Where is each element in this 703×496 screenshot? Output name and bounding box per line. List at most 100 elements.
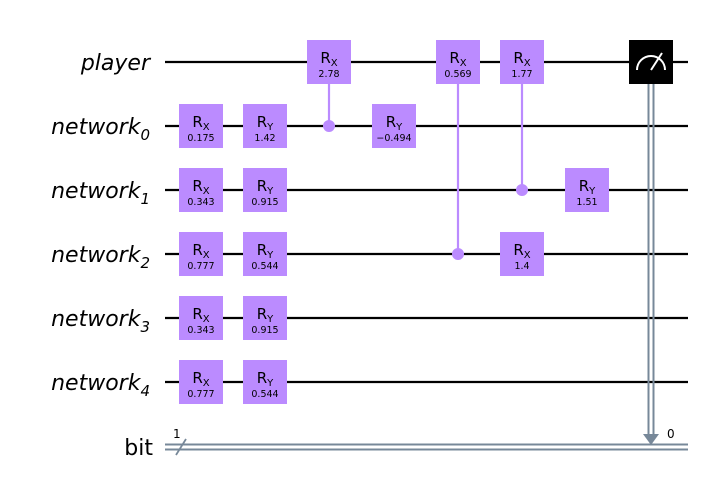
gate-label-subscript: X (203, 250, 210, 261)
gate-label-subscript: Y (266, 250, 274, 261)
gate-label-subscript: Y (266, 122, 274, 133)
qubit-label-subscript: 4 (140, 382, 150, 400)
gate-label-name: R (449, 49, 459, 67)
gate-parameter: 1.51 (576, 197, 597, 208)
gate-label: RX (192, 113, 209, 133)
gate-parameter: 2.78 (318, 69, 339, 80)
register-labels: playernetwork0network1network2network3ne… (51, 51, 181, 461)
gate-label-name: R (320, 49, 330, 67)
gate-parameter: 0.343 (187, 325, 214, 336)
gate-parameter: 1.42 (254, 133, 275, 144)
gates-layer: RX0.175RY1.42RX0.343RY0.915RX0.777RY0.54… (179, 40, 609, 404)
gate-ry: RY0.915 (243, 168, 287, 212)
gate-label-name: R (579, 177, 589, 195)
meter-arc-icon (636, 55, 666, 71)
gate-parameter: 0.175 (187, 133, 214, 144)
gate-label: RY (257, 305, 274, 325)
gate-box (243, 296, 287, 340)
gate-label-subscript: X (460, 58, 467, 69)
qubit-label-name: network (51, 371, 142, 396)
gate-rx: RX0.777 (179, 360, 223, 404)
gate-label-name: R (192, 369, 202, 387)
gate-label-subscript: X (203, 314, 210, 325)
qubit-label: player (80, 51, 152, 76)
gate-label-name: R (257, 369, 267, 387)
gate-box (243, 360, 287, 404)
classical-bundle-slash (175, 438, 187, 456)
gate-box (179, 232, 223, 276)
gate-label-subscript: Y (266, 186, 274, 197)
gate-label-subscript: X (524, 58, 531, 69)
gate-crx: RX0.569 (436, 40, 480, 84)
gate-label: RY (257, 369, 274, 389)
gate-label-name: R (513, 241, 523, 259)
gate-ry: RY1.42 (243, 104, 287, 148)
gate-label-subscript: Y (395, 122, 403, 133)
gate-label: RY (257, 177, 274, 197)
gate-box (500, 232, 544, 276)
gate-ry: RY1.51 (565, 168, 609, 212)
gate-ry: RY0.915 (243, 296, 287, 340)
gate-box (179, 168, 223, 212)
gate-box (243, 104, 287, 148)
gate-parameter: 1.77 (511, 69, 532, 80)
gate-rx: RX0.777 (179, 232, 223, 276)
gate-rx: RX1.4 (500, 232, 544, 276)
classical-bundle-width: 1 (173, 427, 181, 441)
gate-label-subscript: Y (588, 186, 596, 197)
gate-box (372, 104, 416, 148)
qubit-label: network1 (51, 179, 150, 208)
qubit-label-subscript: 1 (140, 190, 150, 208)
measure-gate (629, 40, 673, 84)
gate-label: RX (449, 49, 466, 69)
gate-label-name: R (257, 305, 267, 323)
gate-label: RX (192, 369, 209, 389)
gate-label: RY (257, 113, 274, 133)
qubit-label-name: network (51, 243, 142, 268)
gate-box (307, 40, 351, 84)
gate-parameter: 0.777 (187, 389, 214, 400)
gate-label-name: R (386, 113, 396, 131)
gate-crx: RX1.77 (500, 40, 544, 84)
gate-crx: RX2.78 (307, 40, 351, 84)
gate-label-subscript: X (203, 186, 210, 197)
gate-box (179, 360, 223, 404)
gate-box (179, 296, 223, 340)
gate-label: RY (579, 177, 596, 197)
gate-rx: RX0.175 (179, 104, 223, 148)
gate-label: RX (513, 241, 530, 261)
gate-label: RX (513, 49, 530, 69)
gate-label-name: R (192, 177, 202, 195)
gate-label: RX (192, 241, 209, 261)
qubit-label-subscript: 3 (140, 318, 150, 336)
gate-label-name: R (257, 113, 267, 131)
gate-label-name: R (192, 241, 202, 259)
measure-bit-index: 0 (667, 427, 675, 441)
control-dot (323, 120, 335, 132)
gate-box (565, 168, 609, 212)
qubit-label-subscript: 0 (140, 126, 150, 144)
gate-label-subscript: X (203, 378, 210, 389)
gate-label-name: R (192, 305, 202, 323)
gate-parameter: 0.544 (251, 261, 278, 272)
gate-parameter: 0.343 (187, 197, 214, 208)
gate-box (243, 168, 287, 212)
classical-label: bit (124, 436, 153, 461)
gate-parameter: 0.777 (187, 261, 214, 272)
gate-box (500, 40, 544, 84)
gate-parameter: 0.915 (251, 197, 278, 208)
qubit-label-name: player (80, 51, 152, 76)
control-connectors (323, 62, 528, 260)
gate-label-name: R (192, 113, 202, 131)
gate-label-name: R (257, 241, 267, 259)
gate-label: RX (192, 305, 209, 325)
gate-parameter: −0.494 (376, 133, 411, 144)
qubit-label: network0 (51, 115, 150, 144)
gate-label-subscript: X (524, 250, 531, 261)
gate-rx: RX0.343 (179, 168, 223, 212)
qubit-label: network4 (51, 371, 150, 400)
measure-box (629, 40, 673, 84)
qubit-label-name: network (51, 115, 142, 140)
gate-ry: RY−0.494 (372, 104, 416, 148)
